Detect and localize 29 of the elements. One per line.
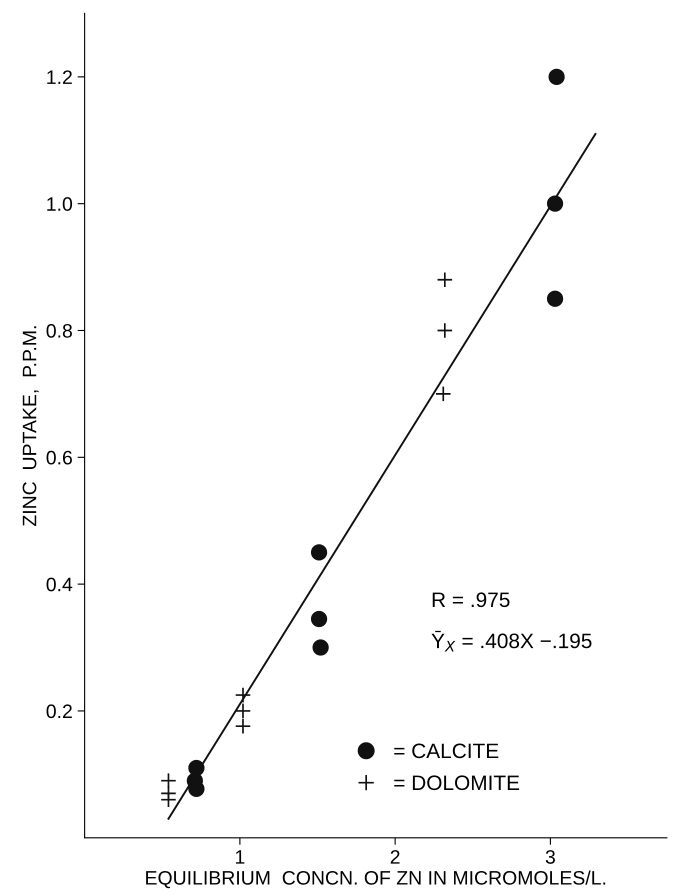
annotation: R = .975 xyxy=(432,592,510,608)
point xyxy=(436,272,453,288)
y-tick-label: 0.6 xyxy=(46,450,72,465)
point xyxy=(160,772,177,789)
annotation: Ȳ$_{X}$ = .408X −.195 xyxy=(432,630,592,652)
point xyxy=(312,639,329,656)
point xyxy=(234,702,252,720)
point xyxy=(546,196,564,212)
y-tick-label: 0.8 xyxy=(46,324,72,338)
point xyxy=(546,290,564,307)
point xyxy=(160,792,177,808)
x-tick-label: 1 xyxy=(236,850,244,864)
point xyxy=(234,718,252,734)
y-tick-label: 1.2 xyxy=(47,70,72,84)
point xyxy=(310,544,328,561)
x-tick-label: 2 xyxy=(390,850,400,864)
y-axis-title: ZINC UPTAKE, P.P.M. xyxy=(22,326,39,526)
y-tick-label: 1.0 xyxy=(47,197,72,211)
point xyxy=(234,686,252,704)
x-axis-title: EQUILIBRIUM CONCN. OF ZN IN MICROMOLES/L. xyxy=(146,870,606,888)
point xyxy=(548,68,565,85)
legend-label: = DOLOMITE xyxy=(394,775,520,790)
point xyxy=(436,322,453,339)
x-tick-label: 3 xyxy=(546,850,555,864)
y-tick-label: 0.4 xyxy=(46,578,72,592)
point xyxy=(435,386,452,402)
legend-label: = CALCITE xyxy=(394,743,498,758)
y-tick-label: 0.2 xyxy=(46,704,72,718)
point xyxy=(310,610,328,628)
